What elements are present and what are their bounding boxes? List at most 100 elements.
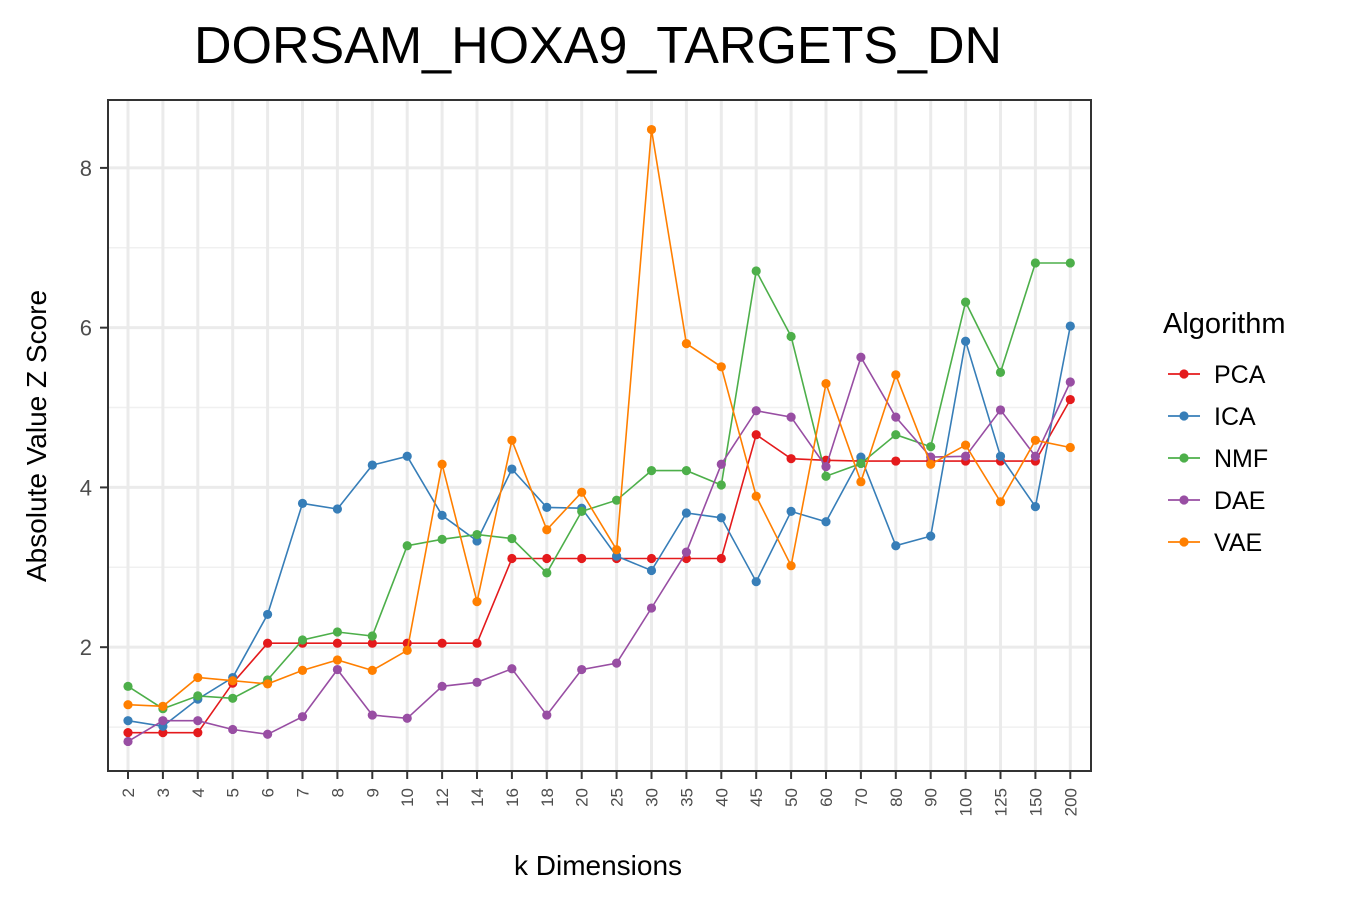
data-point-ica	[786, 506, 796, 516]
data-point-nmf	[961, 297, 971, 307]
data-point-ica	[367, 460, 377, 470]
data-point-pca	[646, 553, 657, 564]
data-point-dae	[228, 724, 238, 735]
x-axis-title: k Dimensions	[514, 850, 682, 881]
data-point-vae	[402, 645, 412, 655]
data-point-nmf	[891, 430, 901, 440]
data-point-nmf	[856, 458, 866, 469]
data-point-vae	[856, 477, 866, 487]
legend-key-point	[1179, 453, 1189, 463]
data-point-vae	[193, 672, 203, 683]
data-point-vae	[681, 339, 692, 349]
series-line-pca	[128, 399, 1071, 734]
grid-minor	[108, 247, 1091, 728]
legend-item-pca: PCA	[1168, 361, 1266, 389]
series-vae	[123, 124, 1075, 711]
data-point-vae	[437, 459, 447, 469]
x-tick-label: 18	[538, 788, 557, 807]
data-point-pca	[507, 553, 517, 564]
data-point-nmf	[646, 466, 657, 476]
x-tick-label: 35	[677, 788, 696, 807]
legend-label: PCA	[1214, 361, 1266, 389]
data-point-nmf	[612, 495, 622, 505]
data-point-vae	[472, 597, 482, 607]
y-tick-label: 2	[80, 635, 92, 660]
data-point-ica	[995, 451, 1006, 461]
plot-border	[107, 99, 1092, 772]
series-line-dae	[127, 355, 1072, 743]
x-tick-label: 12	[433, 788, 452, 807]
x-tick-label: 90	[922, 788, 941, 807]
x-tick-label: 25	[608, 788, 627, 807]
y-tick-label: 8	[80, 156, 92, 181]
data-point-vae	[158, 701, 168, 711]
x-tick-label: 45	[747, 788, 766, 807]
data-point-pca	[577, 553, 587, 564]
x-tick-label: 125	[992, 788, 1011, 816]
legend-item-vae: VAE	[1168, 529, 1262, 557]
data-point-ica	[681, 508, 692, 518]
data-point-pca	[891, 456, 901, 466]
data-point-ica	[961, 336, 971, 346]
data-point-vae	[646, 124, 657, 135]
data-point-dae	[402, 713, 412, 723]
data-point-ica	[926, 531, 936, 541]
x-tick-label: 14	[468, 788, 487, 807]
legend-label: ICA	[1214, 403, 1256, 431]
x-tick-label: 9	[363, 788, 382, 797]
data-point-vae	[751, 491, 761, 501]
data-point-ica	[297, 498, 308, 508]
data-point-vae	[961, 440, 971, 450]
data-point-dae	[751, 406, 761, 416]
data-point-pca	[263, 638, 273, 648]
data-point-vae	[821, 378, 831, 389]
series-line-vae	[127, 129, 1071, 708]
legend-title: Algorithm	[1163, 308, 1286, 340]
legend-item-dae: DAE	[1168, 487, 1265, 515]
data-point-dae	[891, 412, 901, 422]
data-point-ica	[263, 609, 273, 620]
data-point-vae	[995, 497, 1006, 507]
data-point-ica	[1030, 501, 1040, 512]
x-tick-label: 80	[887, 788, 906, 807]
data-point-nmf	[716, 480, 726, 490]
data-point-pca	[193, 728, 203, 738]
data-point-dae	[961, 451, 971, 461]
data-point-nmf	[995, 367, 1006, 377]
data-point-nmf	[1065, 258, 1075, 268]
data-point-ica	[856, 452, 866, 462]
data-point-dae	[856, 352, 866, 362]
data-point-nmf	[786, 331, 796, 342]
data-point-dae	[786, 412, 796, 422]
data-point-nmf	[297, 635, 308, 645]
data-point-dae	[612, 658, 622, 668]
data-point-vae	[1065, 442, 1075, 453]
x-axis: 2 3 4 5 6 7 8 9 10 12 14 16 18 20 25 30 35 40 45 50 60 70 80 90…	[119, 771, 1080, 816]
x-tick-label: 6	[259, 788, 278, 797]
data-point-nmf	[681, 466, 692, 476]
legend-key-point	[1179, 369, 1189, 379]
data-point-nmf	[367, 631, 377, 641]
data-point-nmf	[507, 533, 517, 544]
legend-label: DAE	[1214, 487, 1265, 515]
data-point-nmf	[751, 266, 761, 276]
data-point-dae	[263, 729, 273, 739]
y-tick-label: 6	[80, 316, 92, 341]
data-point-dae	[821, 462, 831, 472]
data-point-nmf	[926, 442, 936, 452]
data-point-dae	[995, 405, 1006, 415]
legend-key-point	[1179, 537, 1189, 547]
data-point-dae	[577, 664, 587, 675]
data-point-dae	[332, 664, 342, 675]
data-point-vae	[542, 525, 552, 535]
data-point-vae	[716, 362, 726, 372]
data-point-vae	[297, 665, 308, 675]
series-dae	[123, 352, 1075, 747]
x-tick-label: 20	[573, 788, 592, 807]
x-tick-label: 60	[817, 788, 836, 807]
data-point-pca	[472, 638, 482, 648]
data-point-dae	[297, 712, 308, 722]
x-tick-label: 10	[398, 788, 417, 807]
series-layer	[123, 124, 1075, 747]
